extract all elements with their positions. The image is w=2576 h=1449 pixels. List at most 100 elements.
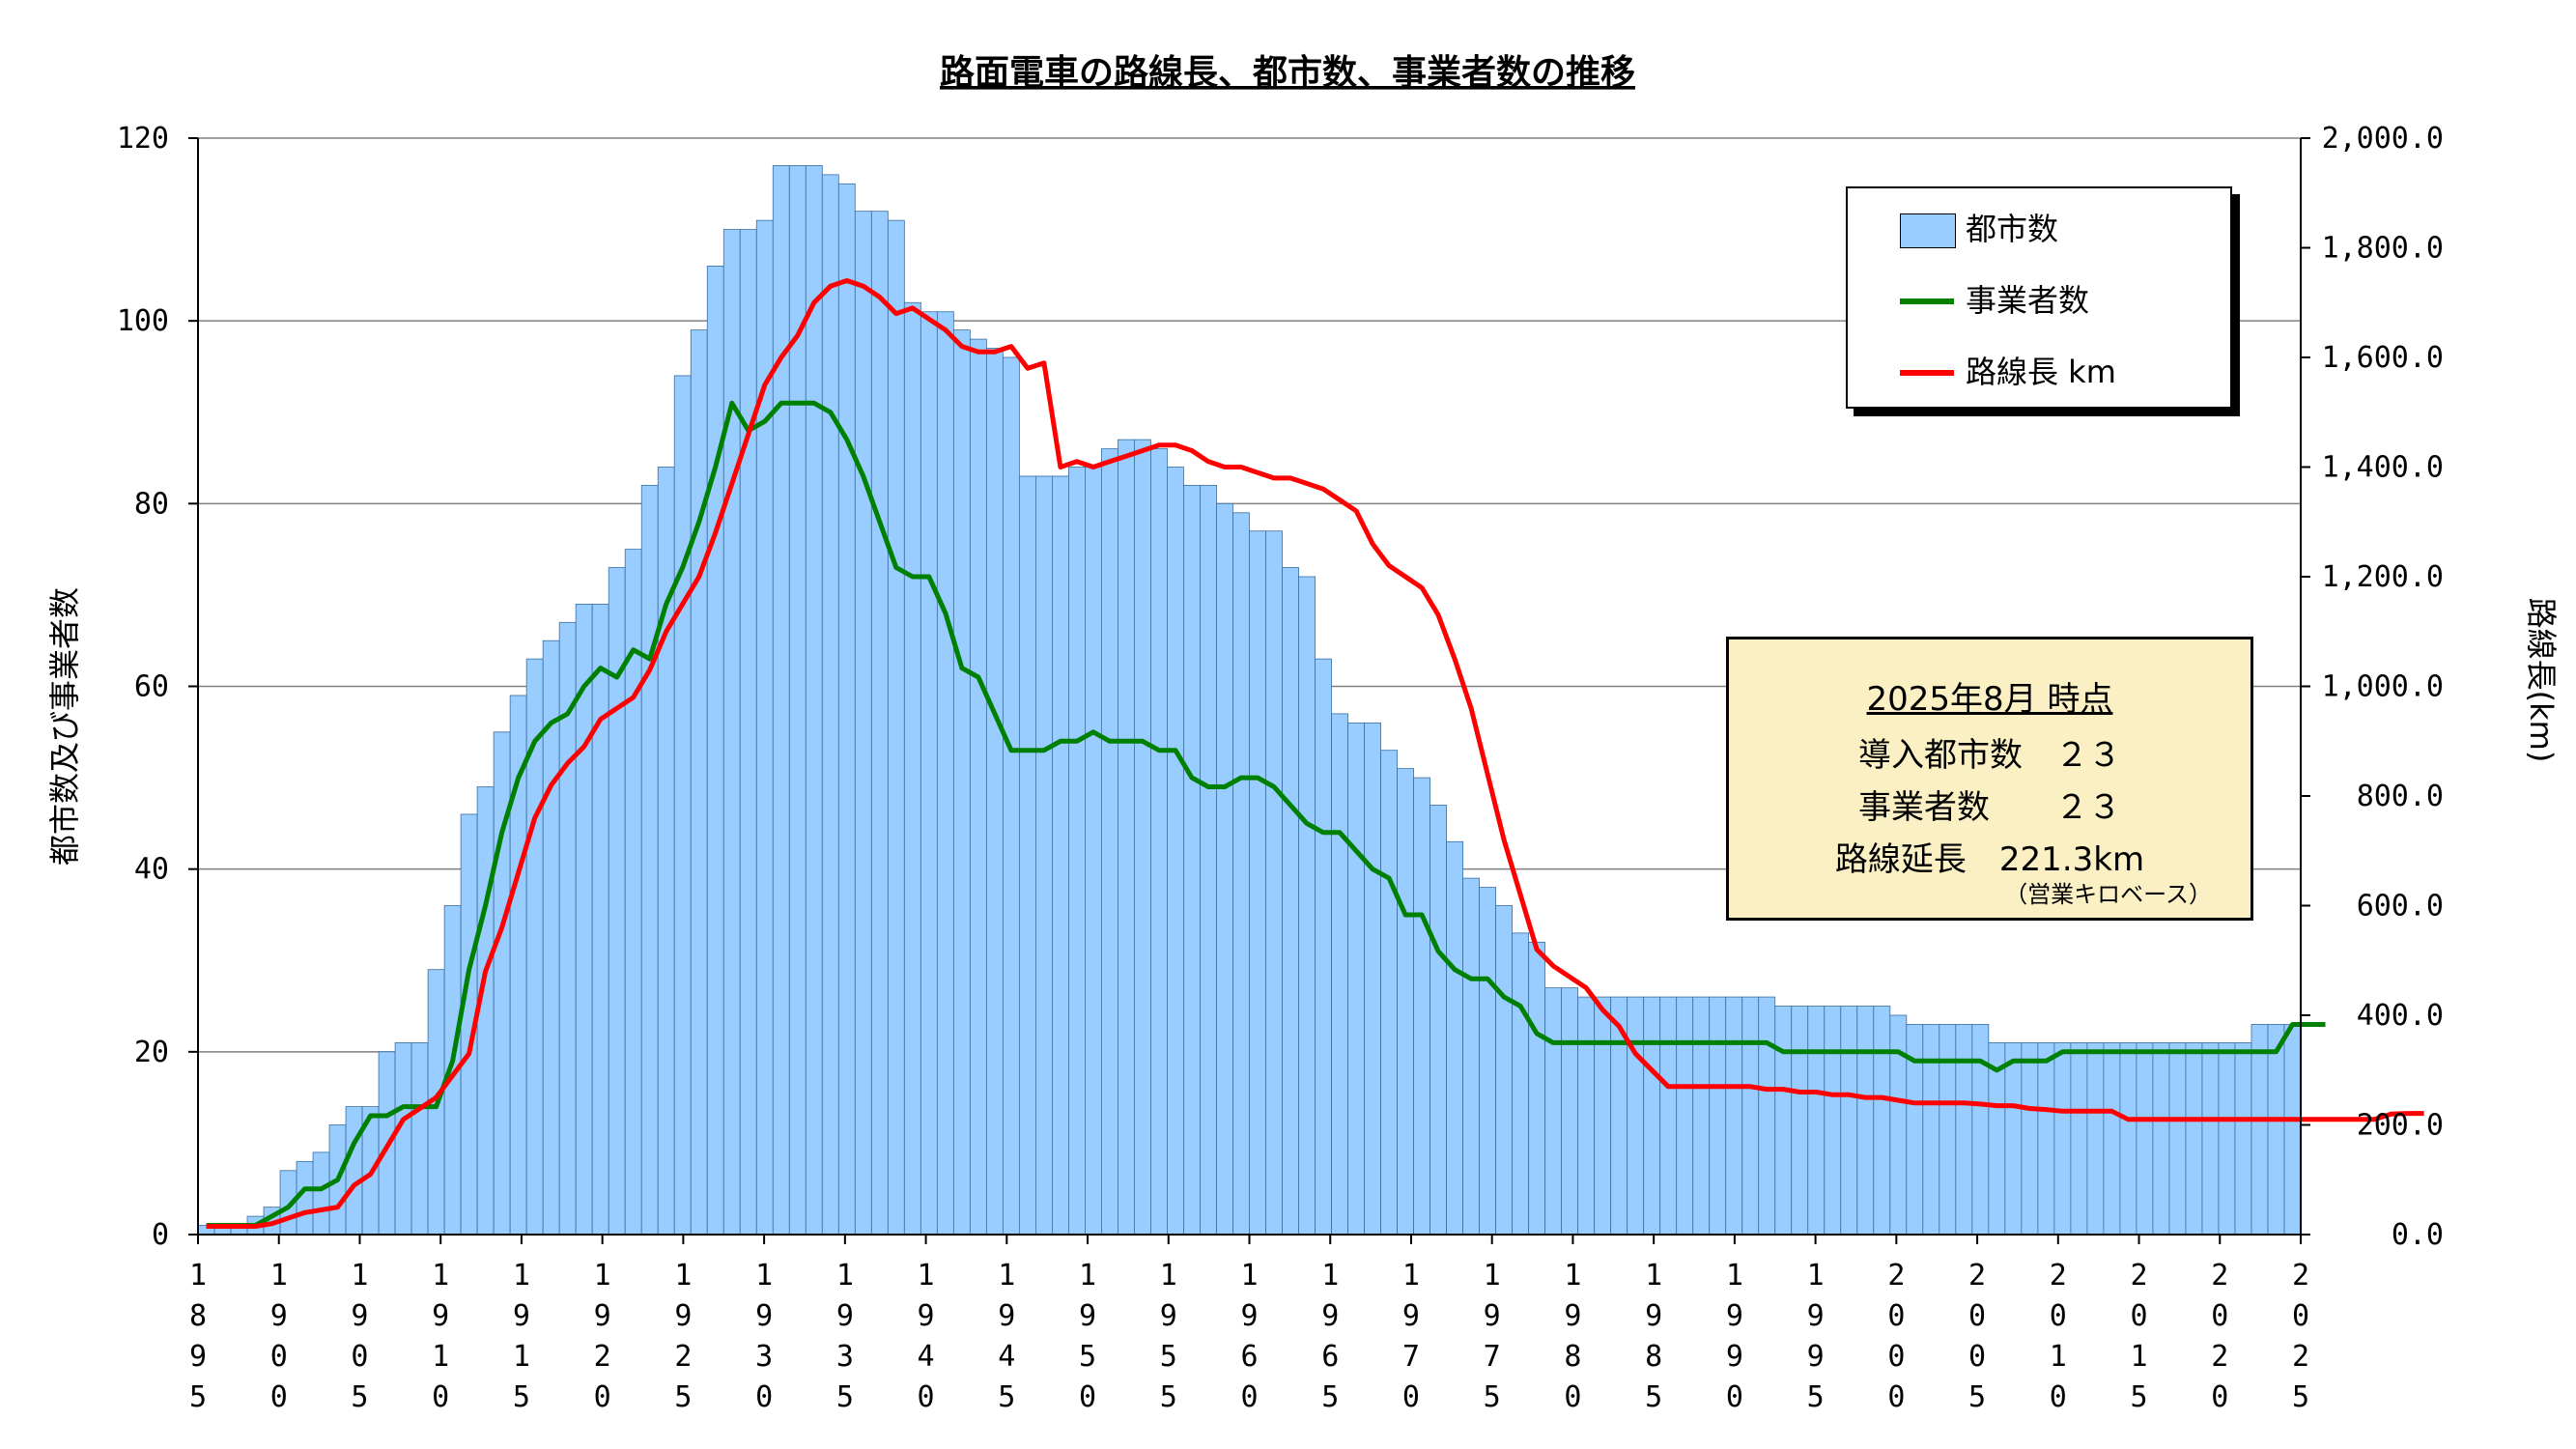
y-right-tick-label: 1,000.0 (2322, 670, 2444, 704)
bar (1659, 996, 1678, 1236)
bar (1397, 768, 1414, 1236)
bar (345, 1106, 363, 1236)
bar (985, 348, 1004, 1236)
y-right-tick-label: 600.0 (2357, 890, 2444, 923)
bar (2168, 1041, 2187, 1236)
bar (2283, 1024, 2302, 1236)
bar (1971, 1024, 1990, 1236)
legend-item-cities: 都市数 (1848, 210, 2230, 248)
legend-item-length: 路線長 km (1848, 353, 2230, 391)
y-left-tick-label: 80 (134, 487, 169, 521)
bar (2152, 1041, 2170, 1236)
info-cities: 導入都市数 ２３ (1858, 736, 2121, 775)
legend-label-length: 路線長 km (1966, 354, 2116, 390)
y-right-tick-label: 1,600.0 (2322, 341, 2444, 375)
bar (969, 338, 987, 1236)
bar (1167, 467, 1184, 1236)
bar (1561, 987, 1579, 1236)
bar (706, 266, 724, 1236)
bar (870, 211, 889, 1236)
bar (690, 329, 708, 1236)
bar (837, 183, 856, 1236)
bar (1889, 1014, 1908, 1236)
bar (2218, 1041, 2236, 1236)
bar (1249, 530, 1266, 1236)
bar (1200, 485, 1217, 1236)
bar (1709, 996, 1727, 1236)
bar (394, 1041, 412, 1236)
bar (1824, 1006, 1842, 1236)
bar (903, 301, 921, 1236)
bar (1331, 713, 1348, 1236)
bar (2185, 1041, 2203, 1236)
y-left-tick-label: 20 (134, 1036, 169, 1069)
legend-swatch-bar (1900, 213, 1956, 248)
y-left-tick-label: 60 (134, 670, 169, 704)
bar (1594, 996, 1612, 1236)
bar (739, 229, 757, 1236)
bar (1216, 502, 1233, 1236)
bar (1791, 1006, 1809, 1236)
bar (2201, 1041, 2220, 1236)
bar (673, 375, 692, 1236)
bar (1018, 475, 1036, 1236)
x-axis-ticks: 1 8 9 5 1 9 0 0 1 9 0 5 1 9 1 0 1 9 1 5 1 9 2 0 1 9 2 5 1 9 3 0 1 9 3 5 1 9 4 0… (189, 1235, 2309, 1414)
bar (1692, 996, 1711, 1236)
legend-item-operators: 事業者数 (1848, 281, 2230, 320)
y-right-tick-label: 200.0 (2357, 1109, 2444, 1143)
bar (1577, 996, 1596, 1236)
bar (722, 229, 741, 1236)
bar (1380, 750, 1398, 1236)
bar (2267, 1024, 2285, 1236)
bar (657, 467, 675, 1236)
bar (1676, 996, 1694, 1236)
bar (2070, 1041, 2088, 1236)
y-right-tick-label: 1,800.0 (2322, 232, 2444, 266)
operators-line (206, 400, 2326, 1228)
bar (1544, 987, 1563, 1236)
legend: 都市数 事業者数 路線長 km (1846, 186, 2232, 409)
bar (2004, 1041, 2023, 1236)
info-note: （営業キロベース） (2004, 881, 2212, 908)
bar (1101, 448, 1118, 1236)
bar (1183, 485, 1201, 1236)
bar (1282, 567, 1299, 1236)
y-axis-right-ticks: 0.0 200.0 400.0 600.0 800.0 1,000.0 1,200.0 1,4… (2301, 122, 2444, 1252)
bar (1643, 996, 1661, 1236)
info-length: 路線延長 221.3km (1834, 840, 2145, 879)
bar (1627, 996, 1645, 1236)
bar (2086, 1041, 2105, 1236)
bar (591, 603, 609, 1236)
bar (1232, 512, 1250, 1236)
bar (1034, 475, 1053, 1236)
bar (854, 211, 872, 1236)
y-right-tick-label: 2,000.0 (2322, 122, 2444, 156)
bar (2234, 1041, 2252, 1236)
bar (887, 219, 905, 1236)
y-right-tick-label: 0.0 (2392, 1218, 2444, 1252)
chart-title: 路面電車の路線長、都市数、事業者数の推移 (940, 53, 1635, 93)
bar (1446, 840, 1464, 1236)
bar (1347, 722, 1365, 1236)
bar (1413, 777, 1430, 1236)
bar (1298, 576, 1316, 1236)
bar (1939, 1024, 1957, 1236)
info-date: 2025年8月 時点 (1866, 680, 2113, 719)
y-right-tick-label: 800.0 (2357, 780, 2444, 813)
bar (1002, 356, 1020, 1236)
